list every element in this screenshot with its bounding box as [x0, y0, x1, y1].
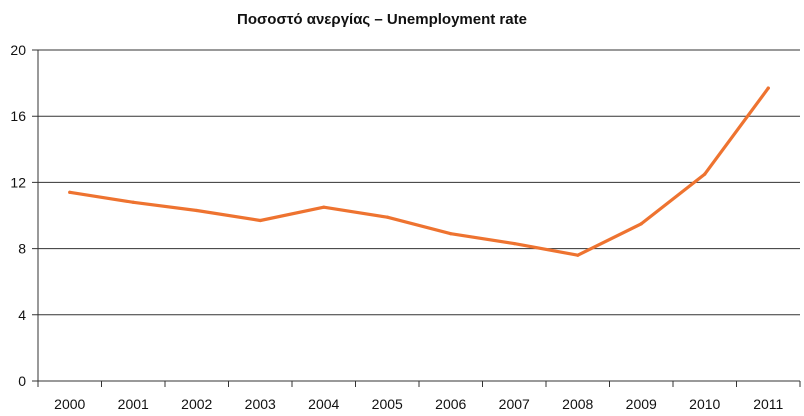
y-tick-label: 0	[18, 373, 26, 389]
y-tick-label: 16	[10, 108, 26, 124]
data-point-2002	[195, 208, 199, 213]
x-tick-label-2004: 2004	[308, 396, 339, 412]
data-point-2005	[385, 215, 389, 219]
y-tick-label: 8	[18, 241, 26, 257]
x-tick-label-2002: 2002	[181, 396, 212, 412]
data-point-2010	[703, 172, 707, 176]
y-tick-label: 4	[18, 307, 26, 323]
series-group	[68, 86, 770, 257]
data-point-2003	[258, 218, 262, 223]
x-tick-label-2011: 2011	[753, 396, 783, 412]
series-line-0	[68, 86, 770, 257]
x-tick-label-2009: 2009	[626, 396, 657, 412]
x-tick-label-2005: 2005	[372, 396, 403, 412]
data-point-2009	[639, 222, 643, 226]
data-point-2004	[322, 205, 326, 209]
x-tick-label-2006: 2006	[435, 396, 466, 412]
data-point-2008	[576, 253, 580, 257]
x-tick-label-2008: 2008	[562, 396, 593, 412]
y-tick-label: 12	[10, 174, 26, 190]
grid	[32, 49, 800, 382]
x-tick-label-2000: 2000	[54, 396, 85, 412]
x-tick-label-2001: 2001	[118, 396, 149, 412]
x-axis-ticks: 2000 2001 2002 2003 2004 2005 2006 2007 2008 2009…	[37, 381, 801, 412]
y-tick-label: 20	[10, 42, 26, 58]
x-tick-label-2003: 2003	[245, 396, 276, 412]
x-tick-label-2007: 2007	[499, 396, 530, 412]
data-point-2007	[512, 242, 516, 246]
chart-title: Ποσοστό ανεργίας – Unemployment rate	[237, 11, 527, 28]
data-point-2011	[766, 86, 770, 90]
data-point-2000	[68, 190, 72, 194]
x-tick-label-2010: 2010	[689, 396, 720, 412]
data-point-2006	[449, 232, 453, 236]
data-point-2001	[131, 200, 135, 204]
y-axis-ticks: 0 4 8 12 16 20	[10, 42, 26, 389]
